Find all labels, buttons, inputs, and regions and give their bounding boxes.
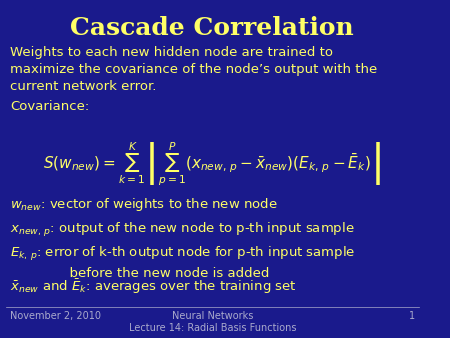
Text: 1: 1 — [409, 311, 415, 320]
Text: $w_{new}$: vector of weights to the new node: $w_{new}$: vector of weights to the new … — [10, 196, 277, 213]
Text: Cascade Correlation: Cascade Correlation — [70, 16, 354, 40]
Text: Covariance:: Covariance: — [10, 99, 89, 113]
Text: $\bar{x}_{new}$ and $\bar{E}_{k}$: averages over the training set: $\bar{x}_{new}$ and $\bar{E}_{k}$: avera… — [10, 278, 297, 296]
Text: Neural Networks
Lecture 14: Radial Basis Functions: Neural Networks Lecture 14: Radial Basis… — [129, 311, 296, 333]
Text: $S(w_{new}) = \sum_{k=1}^{K}\left|\sum_{p=1}^{P}(x_{new,\,p} - \bar{x}_{new})(E_: $S(w_{new}) = \sum_{k=1}^{K}\left|\sum_{… — [43, 140, 381, 188]
Text: November 2, 2010: November 2, 2010 — [10, 311, 101, 320]
Text: $E_{k,\,p}$: error of k-th output node for p-th input sample
              befor: $E_{k,\,p}$: error of k-th output node f… — [10, 245, 355, 280]
Text: Weights to each new hidden node are trained to
maximize the covariance of the no: Weights to each new hidden node are trai… — [10, 46, 377, 93]
Text: $x_{new,\,p}$: output of the new node to p-th input sample: $x_{new,\,p}$: output of the new node to… — [10, 221, 355, 239]
